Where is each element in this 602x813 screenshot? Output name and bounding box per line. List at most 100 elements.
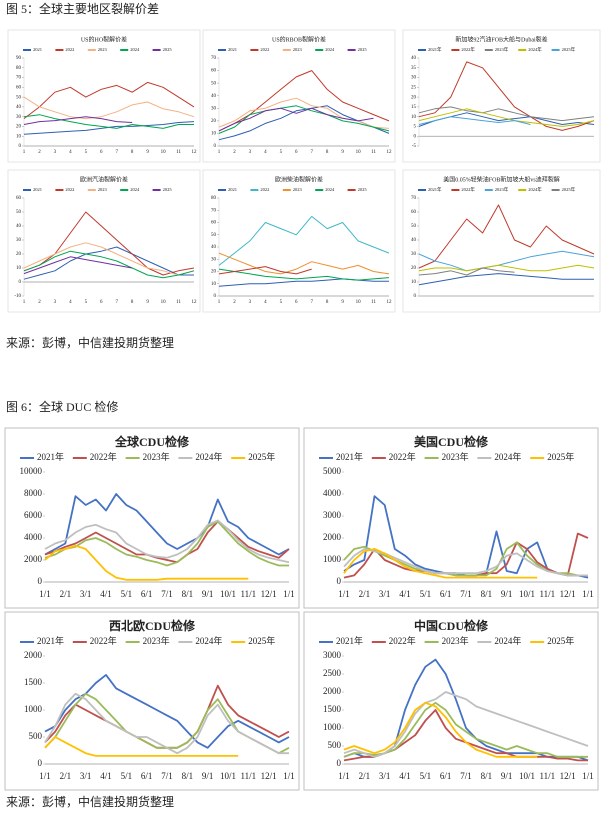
- series-line: [23, 116, 133, 125]
- x-tick-label: 9: [341, 150, 344, 155]
- x-tick-label: 11: [371, 150, 376, 155]
- x-tick-label: 2/1: [359, 771, 371, 781]
- chart-frame: [7, 29, 201, 163]
- chart-title: US的HO裂解价差: [81, 35, 127, 43]
- y-tick-label: 80: [211, 196, 217, 201]
- y-tick-label: 0: [19, 144, 22, 149]
- x-tick-label: 12/1: [261, 589, 277, 599]
- y-tick-label: 20: [411, 266, 417, 271]
- legend-label: 2023年: [495, 186, 509, 193]
- x-tick-label: 9: [146, 300, 149, 305]
- legend-label: 2023年: [143, 635, 170, 646]
- x-tick-label: 8: [131, 150, 134, 155]
- x-tick-label: 7: [115, 300, 118, 305]
- chart-title: 中国CDU检修: [414, 618, 489, 633]
- series-line: [218, 70, 390, 132]
- y-tick-label: 30: [16, 238, 22, 243]
- series-line: [23, 246, 194, 280]
- legend-label: 2023: [293, 187, 303, 192]
- y-tick-label: 40: [211, 245, 217, 250]
- x-tick-label: 4: [264, 150, 267, 155]
- series-line: [218, 105, 390, 134]
- x-tick-label: 4/1: [100, 771, 112, 781]
- series-line: [23, 256, 133, 275]
- x-tick-label: 9: [341, 300, 344, 305]
- series-line: [23, 114, 194, 129]
- legend-label: 2024: [130, 187, 140, 192]
- x-tick-label: 1: [218, 300, 221, 305]
- legend-label: 2022年: [461, 46, 475, 53]
- x-tick-label: 12: [192, 150, 198, 155]
- series-line: [23, 211, 195, 276]
- series-line: [218, 107, 374, 132]
- series-line: [23, 250, 195, 279]
- legend-label: 2021年: [37, 635, 64, 646]
- x-tick-label: 7: [115, 150, 118, 155]
- chart-frame: [303, 427, 599, 609]
- legend-label: 2024年: [195, 451, 222, 462]
- series-line: [44, 493, 290, 556]
- y-tick-label: 70: [411, 196, 417, 201]
- y-tick-label: 40: [16, 105, 22, 110]
- legend-label: 2025年: [248, 635, 275, 646]
- legend-label: 2022年: [389, 635, 416, 646]
- y-tick-label: 70: [16, 76, 22, 81]
- x-tick-label: 2: [233, 300, 236, 305]
- chart-frame: [202, 169, 396, 313]
- y-tick-label: 60: [16, 196, 22, 201]
- x-tick-label: 10/1: [519, 771, 535, 781]
- chart-title: US的RBOB裂解价差: [272, 35, 326, 43]
- y-tick-label: 0: [414, 134, 417, 139]
- chart-title: 新加坡92汽油FOB大船与Dubai裂差: [455, 35, 547, 43]
- y-tick-label: 0: [214, 294, 217, 299]
- y-tick-label: 10: [16, 134, 22, 139]
- x-tick-label: 8/1: [182, 589, 194, 599]
- series-line: [218, 252, 390, 275]
- x-tick-label: 3/1: [80, 589, 92, 599]
- legend-label: 2022年: [461, 186, 475, 193]
- legend-label: 2024年: [528, 186, 542, 193]
- y-tick-label: 10000: [20, 466, 43, 476]
- y-tick-label: 30: [411, 252, 417, 257]
- y-tick-label: 5000: [323, 466, 342, 476]
- x-tick-label: 9/1: [202, 589, 214, 599]
- y-tick-label: 50: [211, 233, 217, 238]
- x-tick-label: 1: [23, 300, 26, 305]
- legend-label: 2022: [65, 47, 74, 52]
- series-line: [343, 548, 538, 579]
- x-tick-label: 4: [69, 300, 72, 305]
- legend-label: 2023年: [442, 451, 469, 462]
- x-tick-label: 6: [100, 300, 103, 305]
- x-tick-label: 8/1: [481, 589, 493, 599]
- x-tick-label: 6/1: [440, 771, 452, 781]
- legend-label: 2021年: [37, 451, 64, 462]
- y-tick-label: 500: [29, 731, 43, 741]
- y-tick-label: 1000: [24, 704, 43, 714]
- x-tick-label: 1/1: [582, 771, 594, 781]
- y-tick-label: 20: [16, 125, 22, 130]
- y-tick-label: 20: [211, 270, 217, 275]
- legend-label: 2025年: [547, 635, 574, 646]
- x-tick-label: 1: [23, 150, 26, 155]
- y-tick-label: 2000: [24, 554, 43, 564]
- legend-label: 2024: [325, 47, 335, 52]
- figure-source: 来源：彭博，中信建投期货整理: [6, 794, 174, 809]
- x-tick-label: 10/1: [519, 589, 535, 599]
- legend-label: 2025年: [547, 451, 574, 462]
- y-tick-label: 50: [16, 210, 22, 215]
- y-tick-label: 15: [411, 105, 417, 110]
- legend-label: 2023年: [143, 451, 170, 462]
- x-tick-label: 8/1: [481, 771, 493, 781]
- legend-label: 2021: [228, 47, 237, 52]
- x-tick-label: 9/1: [202, 771, 214, 781]
- legend-label: 2024年: [195, 635, 222, 646]
- x-tick-label: 4/1: [399, 589, 411, 599]
- series-line: [23, 121, 195, 135]
- series-line: [418, 116, 531, 125]
- y-tick-label: 40: [411, 238, 417, 243]
- legend-label: 2022: [260, 47, 269, 52]
- x-tick-label: 10: [356, 300, 362, 305]
- x-tick-label: 11/1: [240, 589, 256, 599]
- series-line: [44, 520, 289, 567]
- legend-label: 2023: [293, 47, 303, 52]
